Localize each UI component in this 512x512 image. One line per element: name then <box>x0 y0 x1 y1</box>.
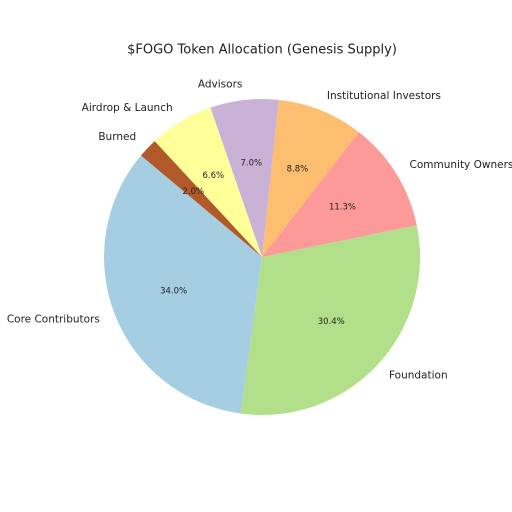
pie-slice <box>240 225 421 415</box>
pie-slice <box>140 141 262 257</box>
pct-label: 34.0% <box>160 287 187 297</box>
pie-slice <box>262 132 417 257</box>
pie-slice <box>154 107 262 257</box>
slice-label: Advisors <box>198 78 242 90</box>
slice-label: Core Contributors <box>7 314 100 326</box>
pct-label: 6.6% <box>202 171 224 181</box>
pct-label: 30.4% <box>318 317 345 327</box>
pie-slice <box>104 155 262 414</box>
slice-label: Community Ownersh <box>410 159 512 171</box>
pct-label: 11.3% <box>329 202 356 212</box>
slice-label: Airdrop & Launch <box>82 102 173 114</box>
slice-label: Burned <box>98 131 136 143</box>
pct-label: 7.0% <box>240 158 262 168</box>
slice-label: Foundation <box>389 370 448 382</box>
pct-label: 2.0% <box>183 187 205 197</box>
chart-title: $FOGO Token Allocation (Genesis Supply) <box>127 43 397 58</box>
pie-slice <box>210 98 279 257</box>
pie-slice <box>262 99 359 257</box>
pct-label: 8.8% <box>287 165 309 175</box>
slice-label: Institutional Investors <box>327 90 441 102</box>
